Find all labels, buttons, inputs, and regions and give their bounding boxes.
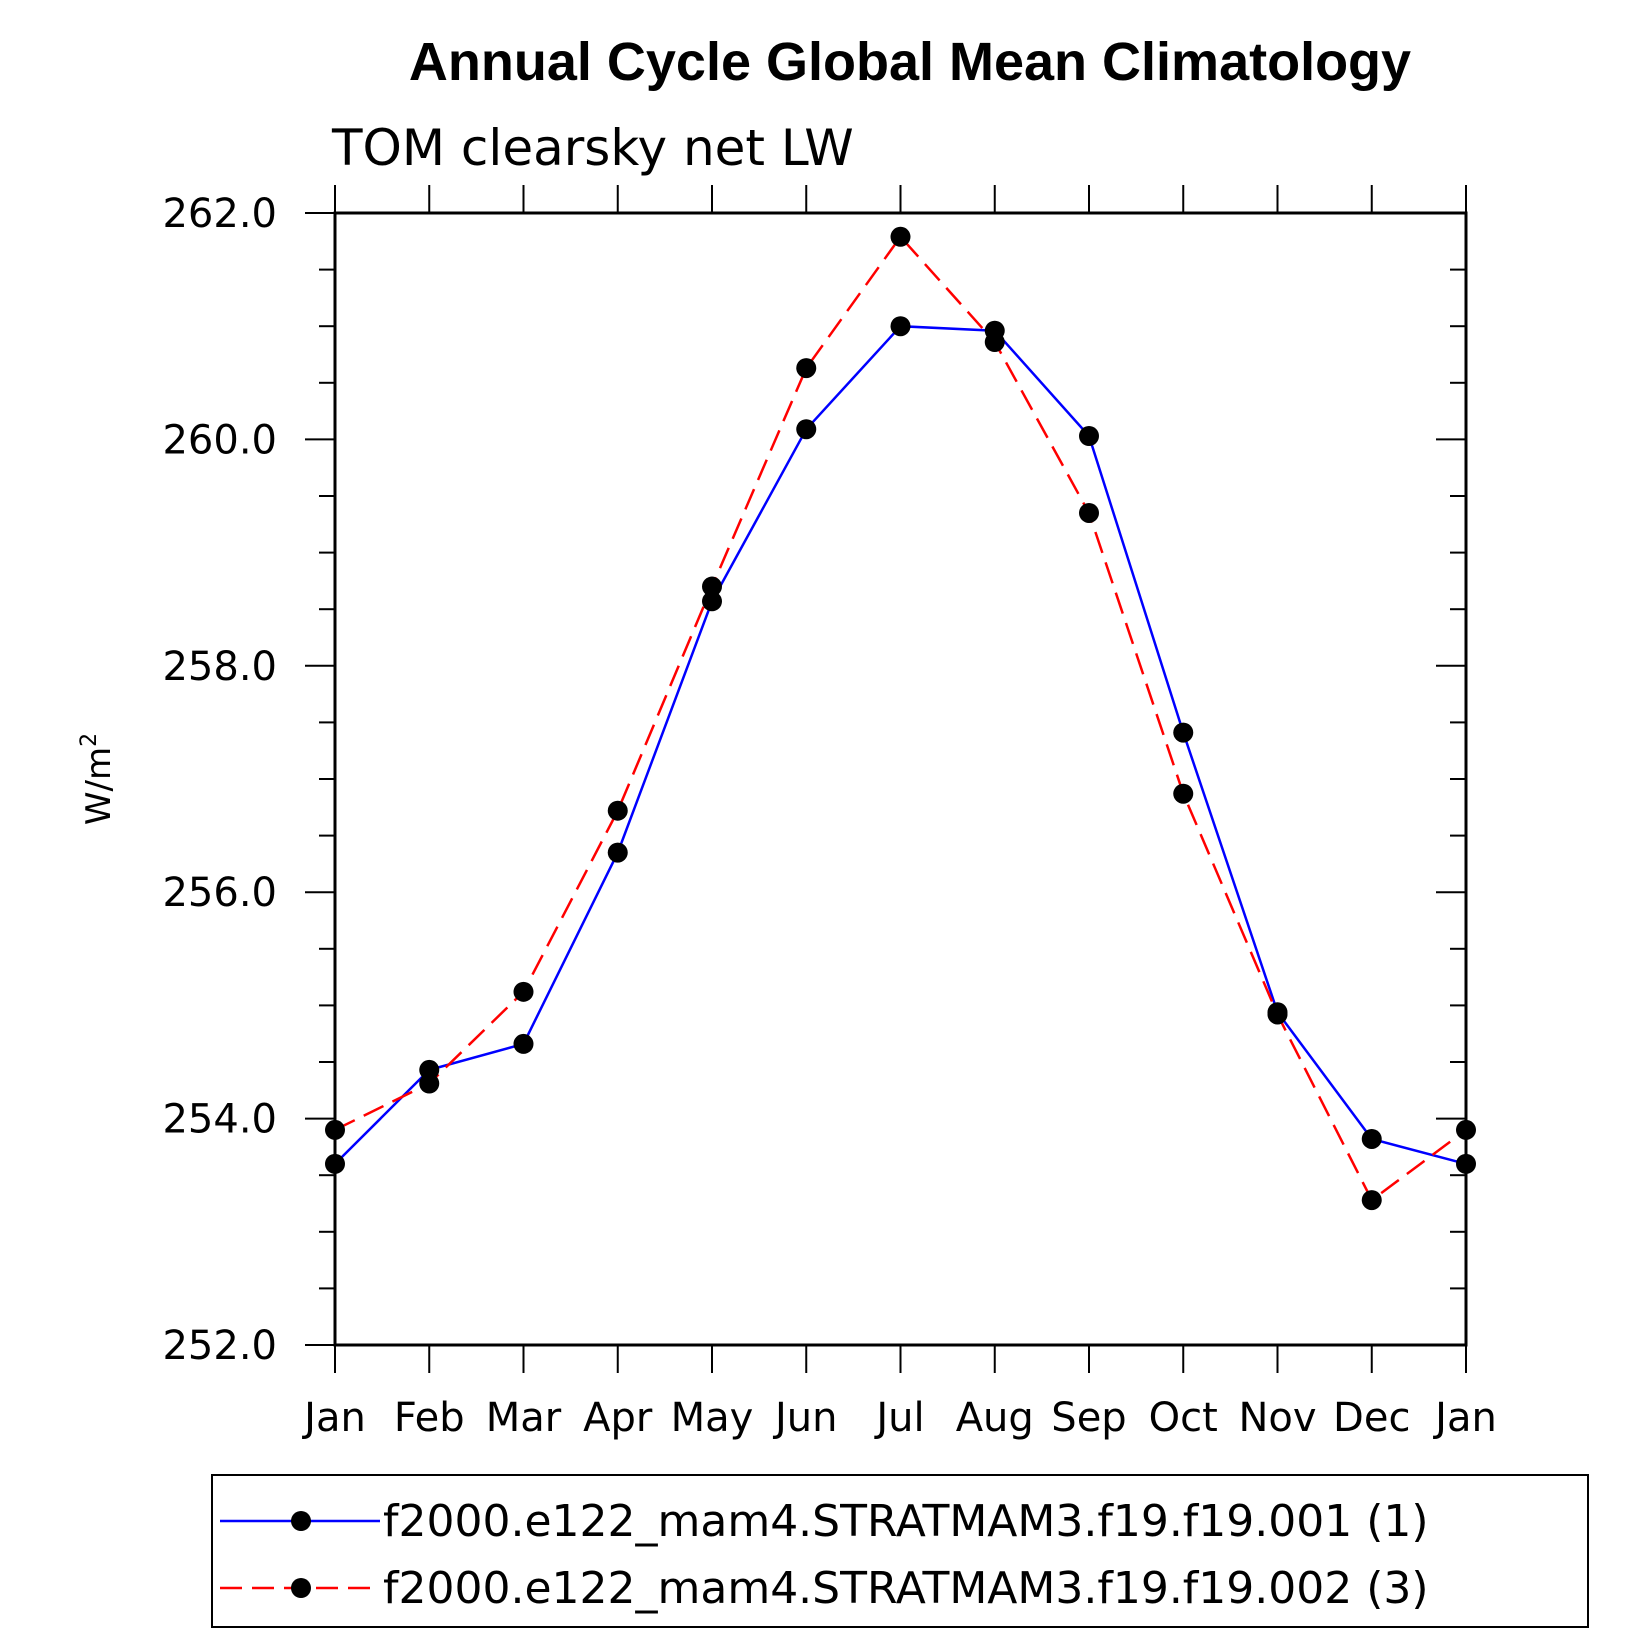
x-tick-label: Feb	[394, 1395, 465, 1441]
data-point	[1361, 1128, 1382, 1149]
data-point	[1456, 1119, 1476, 1140]
y-axis-label: W/m2	[77, 733, 119, 825]
x-tick-label: Jul	[873, 1395, 924, 1441]
data-point	[1456, 1153, 1476, 1174]
x-tick-label: Nov	[1238, 1395, 1316, 1441]
data-point	[325, 1153, 345, 1174]
data-point	[702, 591, 722, 612]
legend-marker-2	[291, 1578, 311, 1598]
data-point	[796, 358, 817, 379]
series-markers	[325, 226, 1476, 1211]
data-point	[607, 800, 628, 821]
y-tick-label: 258.0	[162, 644, 277, 690]
data-point	[1079, 426, 1099, 447]
legend-items: f2000.e122_mam4.STRATMAM3.f19.f19.001 (1…	[220, 1496, 1429, 1614]
series-lines	[334, 234, 1467, 1202]
x-axis-tick-labels: Jan Feb Mar Apr May Jun Jul Aug Sep Oct Nov Dec Jan	[301, 1395, 1497, 1441]
legend-label-2: f2000.e122_mam4.STRATMAM3.f19.f19.002 (3…	[383, 1563, 1429, 1614]
x-tick-label: Aug	[956, 1395, 1034, 1441]
data-point	[419, 1073, 440, 1094]
data-point	[1267, 1004, 1288, 1025]
x-tick-label: Apr	[583, 1395, 653, 1441]
x-tick-label: Mar	[486, 1395, 562, 1441]
data-point	[890, 316, 911, 337]
plot-frame	[333, 211, 1468, 1347]
x-tick-label: Dec	[1333, 1395, 1410, 1441]
legend-label-1: f2000.e122_mam4.STRATMAM3.f19.f19.001 (1…	[383, 1496, 1429, 1547]
series-line-2	[334, 234, 1467, 1202]
data-point	[1361, 1190, 1382, 1211]
legend-box	[211, 1474, 1589, 1628]
data-point	[702, 576, 722, 597]
y-axis-label-superscript: 2	[77, 733, 102, 747]
data-point	[984, 332, 1005, 353]
x-tick-label: Oct	[1149, 1395, 1218, 1441]
x-tick-label: Jan	[1432, 1395, 1497, 1441]
data-point	[1079, 502, 1099, 523]
data-point	[1173, 783, 1194, 804]
data-point	[513, 981, 534, 1002]
chart-title: Annual Cycle Global Mean Climatology	[409, 32, 1411, 92]
data-point	[890, 226, 911, 247]
x-tick-label: Sep	[1051, 1395, 1126, 1441]
data-point	[513, 1033, 534, 1054]
y-axis-tick-labels: 252.0 254.0 256.0 258.0 260.0 262.0	[162, 191, 277, 1369]
axis-ticks	[305, 185, 1467, 1373]
y-tick-label: 260.0	[162, 417, 277, 463]
series-line-1	[334, 324, 1467, 1166]
data-point	[607, 842, 628, 863]
x-tick-label: May	[671, 1395, 754, 1441]
legend-marker-1	[291, 1511, 311, 1531]
chart-subtitle: TOM clearsky net LW	[331, 119, 854, 177]
plot-area	[305, 185, 1476, 1373]
x-tick-label: Jan	[301, 1395, 366, 1441]
data-point	[1173, 722, 1194, 743]
y-tick-label: 256.0	[162, 870, 277, 916]
legend: f2000.e122_mam4.STRATMAM3.f19.f19.001 (1…	[211, 1474, 1589, 1628]
y-tick-label: 252.0	[162, 1323, 277, 1369]
y-tick-label: 254.0	[162, 1097, 277, 1143]
data-point	[796, 419, 817, 440]
data-point	[325, 1119, 345, 1140]
y-tick-label: 262.0	[162, 191, 277, 237]
x-tick-label: Jun	[772, 1395, 838, 1441]
